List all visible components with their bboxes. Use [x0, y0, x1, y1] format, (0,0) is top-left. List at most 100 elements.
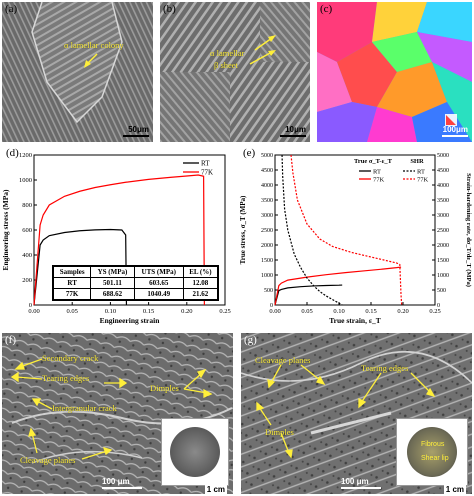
chart-e-series-TrueTT-RT [274, 284, 343, 306]
panel-b-annotation-alpha: α lamellar [210, 48, 245, 58]
chart-e-legend-label: 77K [417, 177, 429, 184]
chart-e-y2tick-label: 3000 [437, 213, 449, 219]
panel-g-inset-scale-text: 1 cm [443, 485, 466, 494]
panel-a-label: (a) [5, 3, 18, 15]
chart-d-ytick-label: 1000 [19, 177, 32, 184]
panel-c-grains [317, 2, 472, 142]
chart-e-series-SHR-77K [290, 154, 403, 306]
chart-e-legend-label: 77K [373, 177, 385, 184]
chart-e-series-SHR-RT [281, 154, 343, 306]
chart-d-xtick-label: 0.00 [28, 308, 39, 315]
panel-f-inset-scale-text: 1 cm [204, 485, 227, 494]
chart-e-xtick-label: 0.15 [365, 308, 376, 315]
chart-e-ytick-label: 3500 [261, 198, 273, 204]
chart-e-ytick-label: 500 [264, 288, 273, 294]
chart-e-ytick-label: 4000 [261, 183, 273, 189]
table-header-uts: UTS (MPa) [133, 266, 184, 278]
panel-f-annotation-dimples: Dimples [150, 383, 179, 393]
chart-e-y2tick-label: 4500 [437, 168, 449, 174]
panel-f-annotation-tearing-edges: Tearing edges [42, 373, 90, 383]
chart-d-xtick-label: 0.20 [181, 308, 192, 315]
chart-e-y2tick-label: 1500 [437, 258, 449, 264]
panel-d-label: (d) [6, 147, 19, 159]
chart-d-xlabel: Engineering strain [100, 316, 161, 325]
panel-b-label: (b) [163, 3, 176, 15]
panel-b-scale-bar [280, 135, 306, 137]
chart-e-ytick-label: 1000 [261, 273, 273, 279]
panel-e-label: (e) [243, 147, 256, 159]
table-cell: 1040.49 [133, 288, 184, 300]
panel-a-texture [2, 2, 153, 142]
chart-e-legend-group-title: True σ_T-ε_T [354, 158, 393, 165]
chart-e-ytick-label: 3000 [261, 213, 273, 219]
chart-e-y2tick-label: 3500 [437, 198, 449, 204]
chart-d-legend-label: RT [201, 160, 210, 168]
panel-b-micrograph: (b) α lamellar β sheet 10μm [160, 2, 310, 142]
chart-e-frame [274, 154, 436, 306]
chart-d-series-77K [33, 174, 205, 306]
panel-g-inset: Fibrous Shear lip [396, 418, 468, 486]
panel-f-annotation-intergranular-crack: Intergranular crack [52, 403, 117, 413]
panel-g-annotation-dimples: Dimples [265, 427, 294, 437]
chart-e-legend-label: RT [417, 169, 425, 176]
chart-d-ytick-label: 400 [22, 252, 32, 259]
table-header-ys: YS (MPa) [90, 266, 135, 278]
panel-g-inset-label-fibrous: Fibrous [421, 441, 445, 448]
table-cell: RT [52, 277, 92, 289]
table-row: RT 501.11 603.65 12.08 [52, 277, 219, 289]
chart-e-y2tick-label: 5000 [437, 153, 449, 159]
chart-e-xtick-label: 0.20 [397, 308, 408, 315]
chart-d-ytick-label: 200 [22, 277, 32, 284]
chart-d-xtick-label: 0.15 [143, 308, 154, 315]
panel-c-scale-text: 100μm [442, 125, 468, 134]
chart-e-ytick-label: 0 [270, 303, 273, 309]
chart-e-xtick-label: 0.25 [429, 308, 440, 315]
chart-e-xtick-label: 0.10 [333, 308, 344, 315]
chart-d-xtick-label: 0.10 [105, 308, 116, 315]
chart-e-y2tick-label: 4000 [437, 183, 449, 189]
panel-f-inset-specimen [170, 427, 220, 477]
panel-g-annotation-cleavage-planes: Cleavage planes [255, 355, 311, 365]
chart-e-ylabel: True stress, σ_T (MPa) [239, 195, 247, 264]
panel-e-chart: (e) 0.00 0.05 0.10 0.15 0.20 0.25 0 0 500 500 1000… [237, 145, 474, 330]
chart-d-ytick-label: 1200 [19, 152, 32, 159]
chart-d-xtick-label: 0.25 [219, 308, 230, 315]
table-cell: 21.62 [182, 288, 219, 300]
chart-e-ytick-label: 5000 [261, 153, 273, 159]
panel-g-label: (g) [244, 334, 257, 346]
panel-g-inset-label-shear-lip: Shear lip [421, 455, 449, 462]
panel-a-annotation: α lamellar colony [64, 40, 124, 50]
chart-d-ylabel: Engineering stress (MPa) [1, 189, 10, 271]
panel-f-label: (f) [5, 334, 16, 346]
table-cell: 12.08 [182, 277, 219, 289]
chart-d-series-RT [33, 228, 128, 306]
table-cell: 688.62 [90, 288, 135, 300]
panel-a-scale-bar [123, 135, 149, 137]
panel-g-fractograph: (g) Cleavage planes Tearing edges Dimple… [241, 333, 472, 494]
table-cell: 77K [52, 288, 92, 300]
chart-e-y2tick-label: 2000 [437, 243, 449, 249]
properties-table: Samples YS (MPa) UTS (MPa) EL (%) RT 501… [52, 265, 219, 301]
chart-e-y2tick-label: 2500 [437, 228, 449, 234]
panel-f-annotation-cleavage-planes: Cleavage planes [20, 455, 76, 465]
panel-a-arrow [84, 53, 98, 68]
panel-b-arrows [249, 35, 276, 65]
panel-g-scale-text: 100 μm [341, 477, 369, 486]
table-header-samples: Samples [52, 266, 92, 278]
panel-b-annotation-beta: β sheet [214, 60, 238, 70]
panel-f-inset [161, 418, 229, 486]
panel-a-scale-text: 50μm [128, 125, 149, 134]
panel-g-arrows [256, 364, 436, 459]
chart-e-xtick-label: 0.05 [301, 308, 312, 315]
chart-e-ytick-label: 2500 [261, 228, 273, 234]
chart-e-y2tick-label: 0 [437, 303, 440, 309]
panel-b-scale-text: 10μm [285, 125, 306, 134]
panel-a-micrograph: (a) α lamellar colony 50μm [2, 2, 153, 142]
chart-d-legend-label: 77K [201, 169, 213, 177]
panel-c-ebsd-map: (c) 100μm [317, 2, 472, 142]
table-cell: 501.11 [90, 277, 135, 289]
table-cell: 603.65 [133, 277, 184, 289]
chart-e-ytick-label: 2000 [261, 243, 273, 249]
chart-d-xtick-label: 0.05 [67, 308, 78, 315]
